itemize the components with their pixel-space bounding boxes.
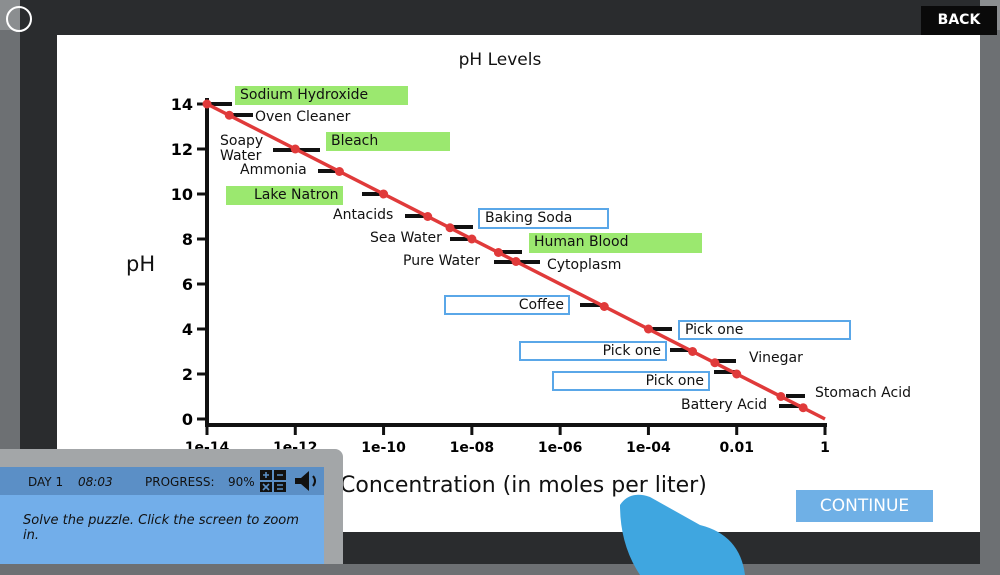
chart-title: pH Levels — [458, 50, 542, 70]
y-tick-label: 10 — [171, 185, 193, 204]
speaker-icon[interactable] — [294, 470, 320, 492]
data-point — [798, 403, 808, 413]
substance-label: Pure Water — [403, 253, 480, 269]
x-tick-label: 1e-04 — [626, 440, 671, 456]
clock: 08:03 — [78, 475, 113, 489]
answer-slot[interactable]: Pick one — [552, 371, 710, 391]
y-tick-label: 0 — [182, 410, 193, 429]
substance-label: Soapy Water — [220, 133, 264, 164]
answer-placed[interactable]: Sodium Hydroxide — [235, 86, 408, 105]
answer-placed[interactable]: Lake Natron — [226, 186, 343, 205]
data-point — [599, 302, 609, 311]
instruction-box: Solve the puzzle. Click the screen to zo… — [0, 495, 324, 564]
answer-slot[interactable]: Baking Soda — [478, 208, 609, 229]
answer-slot[interactable]: Coffee — [444, 295, 570, 315]
y-tick-label: 2 — [182, 365, 193, 384]
x-tick-label: 1 — [820, 440, 830, 456]
y-tick-label: 6 — [182, 275, 193, 294]
progress-label: PROGRESS: — [145, 475, 215, 489]
data-point — [710, 358, 720, 368]
substance-label: Antacids — [333, 207, 394, 223]
y-tick-label: 8 — [182, 230, 193, 249]
substance-label: Stomach Acid — [815, 385, 911, 401]
data-point — [379, 189, 389, 199]
x-axis-label: Concentration (in moles per liter) — [340, 473, 707, 498]
y-tick-label: 4 — [182, 320, 193, 339]
data-point — [511, 257, 521, 266]
data-point — [423, 212, 433, 221]
substance-label: Battery Acid — [681, 397, 768, 413]
x-tick-label: 0.01 — [719, 440, 754, 456]
rotate-view-icon[interactable] — [6, 6, 32, 32]
instruction-text: Solve the puzzle. Click the screen to zo… — [23, 513, 299, 543]
data-point — [732, 369, 742, 379]
substance-label: Cytoplasm — [547, 257, 622, 273]
progress-value: 90% — [228, 475, 255, 489]
answer-slot[interactable]: Pick one — [519, 341, 667, 361]
back-button[interactable]: BACK — [921, 6, 997, 35]
data-point — [776, 392, 786, 401]
substance-label: Vinegar — [749, 350, 803, 366]
data-point — [493, 248, 503, 257]
gloved-hand — [620, 494, 745, 575]
x-tick-label: 1e-06 — [538, 440, 583, 456]
data-point — [688, 347, 698, 356]
answer-slot[interactable]: Pick one — [678, 320, 851, 340]
calculator-icon[interactable] — [260, 470, 286, 492]
x-tick-label: 1e-08 — [450, 440, 495, 456]
data-point — [643, 324, 653, 334]
data-point — [224, 110, 234, 120]
x-tick-label: 1e-10 — [361, 440, 406, 456]
y-axis-label: pH — [126, 252, 156, 276]
answer-placed[interactable]: Bleach — [326, 132, 450, 151]
data-point — [467, 234, 477, 244]
day-label: DAY 1 — [28, 475, 64, 489]
status-header: DAY 1 08:03 PROGRESS: 90% — [0, 467, 324, 495]
data-point — [202, 99, 212, 109]
continue-button[interactable]: CONTINUE — [796, 490, 933, 522]
answer-placed[interactable]: Human Blood — [529, 233, 702, 253]
substance-label: Sea Water — [370, 230, 442, 246]
substance-label: Ammonia — [240, 162, 307, 178]
y-tick-label: 14 — [171, 95, 193, 114]
y-tick-label: 12 — [171, 140, 193, 159]
data-point — [290, 144, 300, 154]
substance-label: Oven Cleaner — [255, 109, 351, 125]
data-point — [445, 223, 455, 233]
data-point — [334, 167, 344, 176]
